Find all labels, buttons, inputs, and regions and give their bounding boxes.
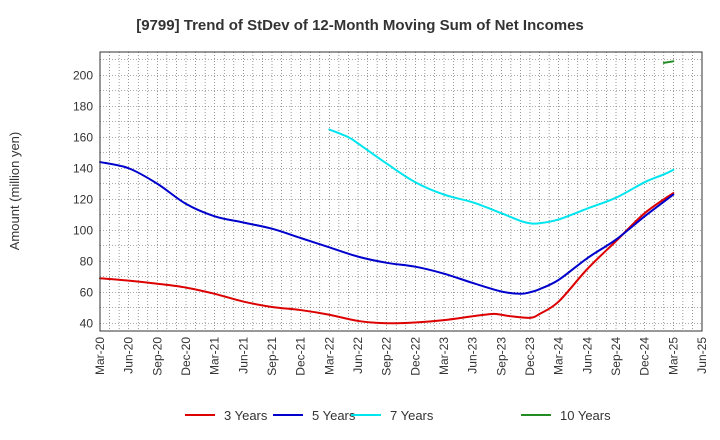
- series-line-10-years: [662, 60, 675, 64]
- axes: 40 60 80 100 120 140 160 180 200 Mar-20 Jun-20 Sep-…: [73, 51, 709, 376]
- legend-label: 7 Years: [390, 408, 434, 423]
- y-tick-label: 40: [80, 316, 94, 330]
- legend-item-10-years: 10 Years: [521, 408, 611, 423]
- y-tick-label: 160: [73, 130, 93, 144]
- y-tick-label: 80: [80, 254, 94, 268]
- series-line-7-years: [328, 128, 675, 225]
- x-tick-label: Jun-21: [236, 337, 250, 374]
- x-tick-label: Mar-20: [93, 337, 107, 375]
- chart-title: [9799] Trend of StDev of 12-Month Moving…: [136, 17, 584, 34]
- x-tick-label: Mar-21: [208, 337, 222, 375]
- x-tick-label: Sep-20: [150, 337, 164, 376]
- grid: [99, 52, 703, 331]
- x-tick-label: Dec-20: [179, 337, 193, 376]
- x-tick-label: Sep-22: [380, 337, 394, 376]
- x-tick-label: Mar-22: [322, 337, 336, 375]
- plot-frame: [99, 51, 703, 332]
- series-lines: [99, 60, 675, 325]
- x-tick-label: Jun-24: [580, 337, 594, 374]
- series-line-5-years: [99, 161, 675, 295]
- x-tick-label: Dec-24: [638, 337, 652, 376]
- y-tick-label: 180: [73, 99, 93, 113]
- x-tick-label: Sep-24: [609, 337, 623, 376]
- x-tick-label: Mar-24: [552, 337, 566, 375]
- legend-label: 3 Years: [224, 408, 268, 423]
- x-tick-label: Dec-21: [294, 337, 308, 376]
- x-tick-label: Dec-22: [408, 337, 422, 376]
- series-line-3-years: [99, 192, 675, 325]
- x-tick-label: Jun-23: [466, 337, 480, 374]
- legend: 3 Years 5 Years 7 Years 10 Years: [185, 408, 611, 423]
- x-tick-label: Dec-23: [523, 337, 537, 376]
- legend-label: 5 Years: [312, 408, 356, 423]
- y-axis-label: Amount (million yen): [7, 132, 22, 251]
- y-tick-label: 140: [73, 161, 93, 175]
- y-tick-label: 100: [73, 223, 93, 237]
- x-tick-label: Mar-25: [666, 337, 680, 375]
- x-tick-label: Mar-23: [437, 337, 451, 375]
- legend-item-5-years: 5 Years: [273, 408, 356, 423]
- legend-label: 10 Years: [560, 408, 611, 423]
- x-tick-label: Jun-20: [122, 337, 136, 374]
- legend-item-7-years: 7 Years: [351, 408, 434, 423]
- x-tick-label: Sep-23: [494, 337, 508, 376]
- x-tick-label: Sep-21: [265, 337, 279, 376]
- y-tick-label: 120: [73, 192, 93, 206]
- x-tick-label: Jun-22: [351, 337, 365, 374]
- y-tick-label: 200: [73, 68, 93, 82]
- legend-item-3-years: 3 Years: [185, 408, 268, 423]
- x-tick-label: Jun-25: [695, 337, 709, 374]
- y-tick-label: 60: [80, 285, 94, 299]
